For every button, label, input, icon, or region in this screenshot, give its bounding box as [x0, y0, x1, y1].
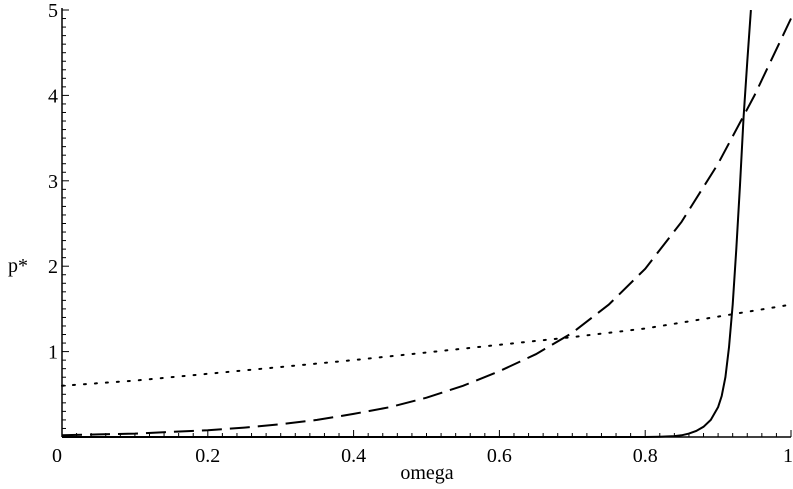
y-tick-label: 2 — [48, 256, 58, 278]
series-line-dashed — [61, 18, 792, 437]
y-tick-label: 1 — [48, 342, 58, 364]
x-tick-label: 0.4 — [341, 445, 366, 467]
x-tick-label: 0.2 — [195, 445, 220, 467]
y-axis-title: p* — [8, 255, 28, 277]
x-tick-label: 0 — [52, 445, 62, 467]
x-axis-title: omega — [400, 462, 453, 484]
x-tick-label: 0.6 — [487, 445, 512, 467]
series-line-solid — [62, 10, 752, 438]
axes-layer: 1 2 3 4 5 0 0.2 0.4 0.6 0.8 1 — [48, 0, 793, 467]
series-layer — [61, 10, 792, 438]
y-tick-label: 4 — [48, 85, 58, 107]
series-line-dotted — [61, 303, 792, 387]
y-tick-label: 5 — [48, 0, 58, 22]
x-tick-label: 0.8 — [633, 445, 658, 467]
x-tick-label: 1 — [783, 445, 793, 467]
y-tick-label: 3 — [48, 171, 58, 193]
